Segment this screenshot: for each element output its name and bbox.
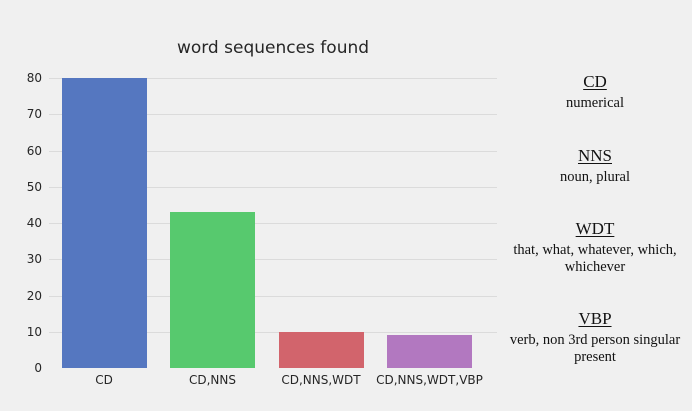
gridline <box>49 150 497 152</box>
glossary-term: NNS <box>577 146 612 165</box>
y-tick-label: 60 <box>26 143 42 158</box>
y-tick-label: 10 <box>26 324 42 339</box>
x-tick-label: CD,NNS,WDT,VBP <box>376 373 483 387</box>
glossary-entry-cd: CD numerical <box>500 72 690 112</box>
plot-area: 0 10 20 30 40 50 60 70 80 CD CD,NNS CD,NNS,WDT CD,NN… <box>27 71 497 387</box>
x-tick-label: CD <box>95 373 113 387</box>
gridline <box>49 295 497 297</box>
glossary-definition: that, what, whatever, which, whichever <box>513 242 677 276</box>
glossary-definition: verb, non 3rd person singular present <box>509 332 681 366</box>
y-tick-label: 70 <box>26 107 42 122</box>
glossary-entry-nns: NNS noun, plural <box>500 146 690 186</box>
chart-title: word sequences found <box>176 38 370 58</box>
y-tick-label: 30 <box>26 252 42 267</box>
bar-cd-nns-wdt <box>278 331 364 368</box>
glossary: CD numerical NNS noun, plural WDT that, what,… <box>500 0 690 411</box>
glossary-term: CD <box>583 72 607 91</box>
glossary-term: WDT <box>575 219 615 238</box>
gridline <box>49 78 497 79</box>
bar-cd <box>61 78 147 368</box>
x-tick-label: CD,NNS <box>188 373 236 387</box>
y-tick-label: 80 <box>26 71 42 85</box>
glossary-definition: noun, plural <box>559 169 631 185</box>
glossary-entry-wdt: WDT that, what, whatever, which, whicheve… <box>500 219 690 277</box>
y-tick-label: 0 <box>34 361 42 375</box>
y-tick-label: 20 <box>26 288 42 303</box>
y-tick-label: 50 <box>26 179 42 194</box>
gridline <box>49 259 497 261</box>
bar-cd-nns-wdt-vbp <box>387 335 472 368</box>
gridline <box>49 223 497 224</box>
gridline <box>49 331 497 333</box>
bar-cd-nns <box>170 212 255 368</box>
y-tick-label: 40 <box>26 216 42 230</box>
gridline <box>49 186 497 188</box>
glossary-definition: numerical <box>566 95 624 111</box>
gridline <box>49 114 497 116</box>
glossary-entry-vbp: VBP verb, non 3rd person singular present <box>500 309 690 367</box>
x-tick-label: CD,NNS,WDT <box>281 373 361 387</box>
glossary-term: VBP <box>578 309 612 328</box>
